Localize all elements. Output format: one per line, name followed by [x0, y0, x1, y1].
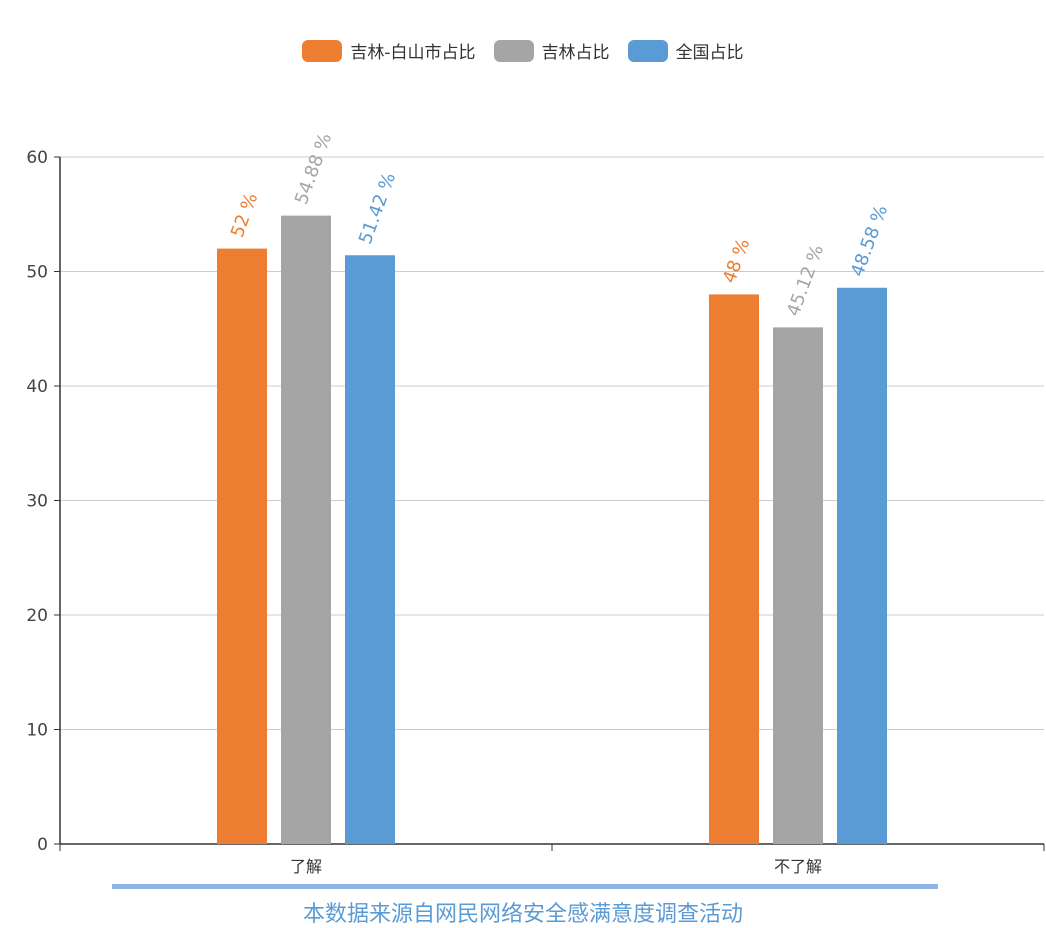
bar [837, 287, 887, 844]
footer-divider [112, 884, 938, 889]
data-label: 48 % [719, 236, 754, 286]
legend-label-baishan: 吉林-白山市占比 [350, 43, 476, 63]
data-label: 48.58 % [847, 202, 892, 279]
data-label: 54.88 % [291, 130, 336, 207]
legend-item-jilin[interactable]: 吉林占比 [493, 38, 610, 63]
y-tick-label: 60 [26, 148, 48, 168]
legend-item-national[interactable]: 全国占比 [627, 38, 744, 63]
legend-swatch-baishan [302, 39, 343, 62]
data-label: 52 % [227, 190, 262, 240]
x-tick-label: 了解 [290, 857, 322, 876]
legend-swatch-jilin [493, 39, 534, 62]
data-source-note: 本数据来源自网民网络安全感满意度调查活动 [302, 902, 743, 927]
bar [709, 294, 759, 844]
data-label: 51.42 % [355, 170, 400, 247]
y-tick-label: 50 [26, 263, 48, 283]
bar [217, 248, 267, 845]
chart-legend: 吉林-白山市占比 吉林占比 全国占比 [0, 38, 1046, 63]
legend-item-baishan[interactable]: 吉林-白山市占比 [302, 38, 476, 63]
legend-swatch-national [627, 39, 668, 62]
y-tick-label: 30 [26, 492, 48, 512]
y-tick-label: 20 [26, 606, 48, 626]
legend-label-jilin: 吉林占比 [541, 43, 610, 63]
data-label: 45.12 % [783, 242, 828, 319]
bar [345, 255, 395, 845]
legend-label-national: 全国占比 [675, 43, 744, 63]
x-tick-label: 不了解 [774, 857, 822, 876]
bar [773, 327, 823, 845]
y-tick-label: 10 [26, 721, 48, 741]
bar [281, 215, 331, 844]
y-tick-label: 0 [37, 835, 48, 855]
y-tick-label: 40 [26, 377, 48, 397]
